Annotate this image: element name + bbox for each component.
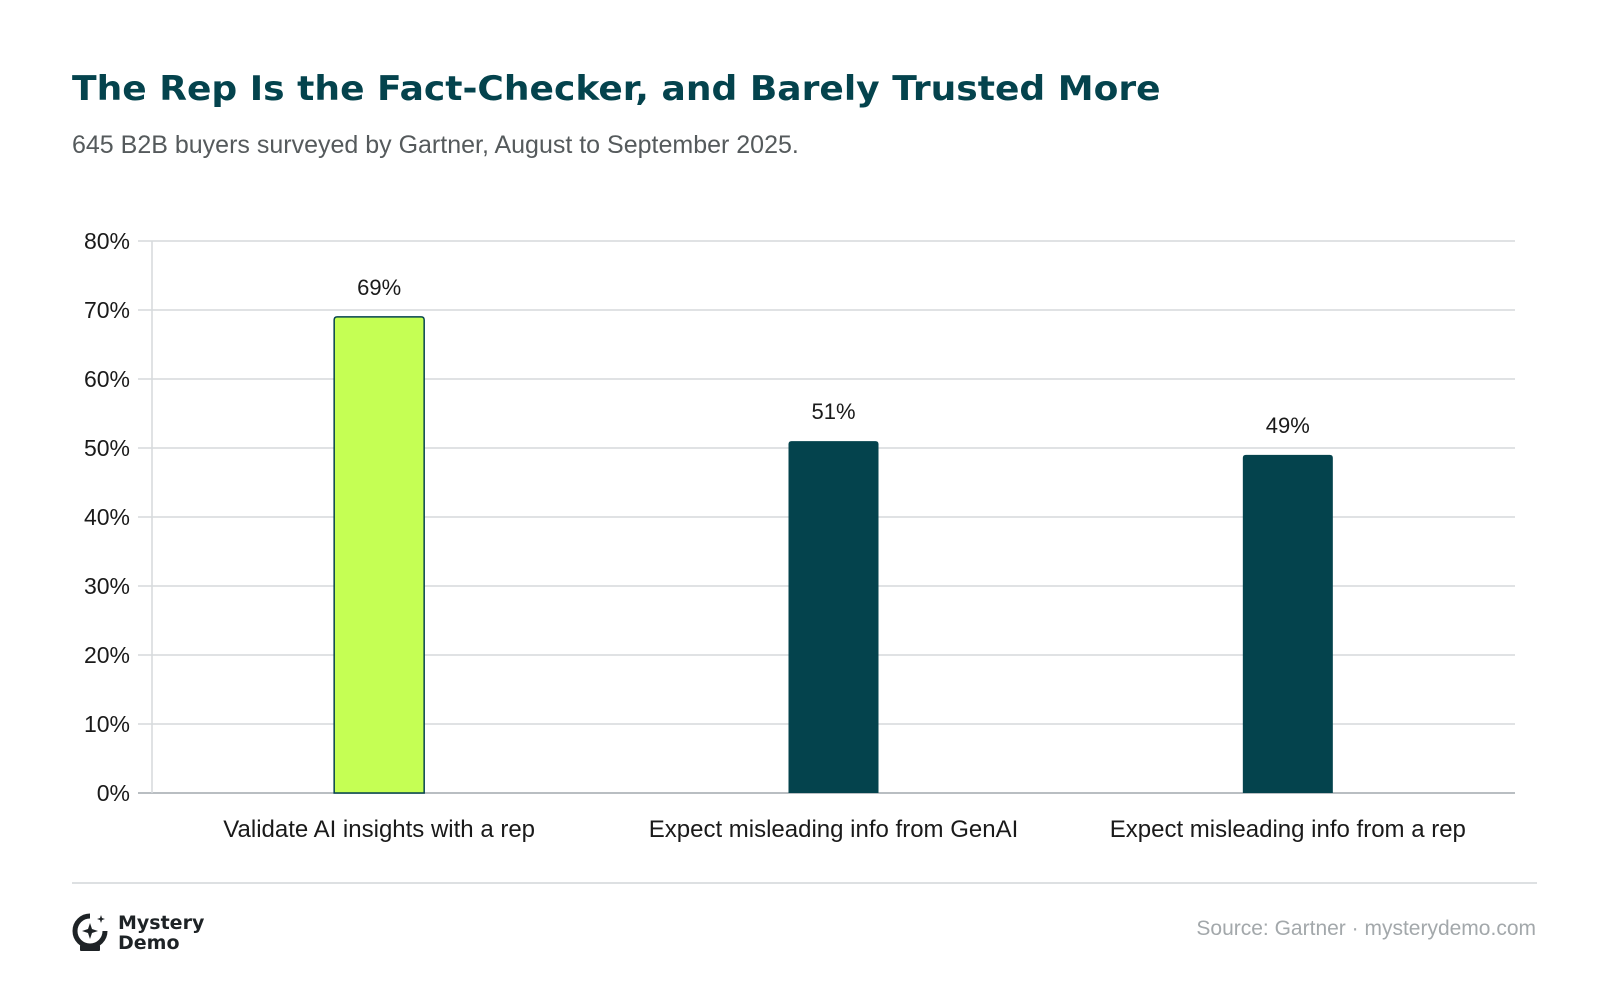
source-credit: Source: Gartner · mysterydemo.com [1196,917,1536,940]
brand-name-line2: Demo [118,932,180,954]
y-tick-label: 80% [84,228,130,254]
x-category-label: Expect misleading info from GenAI [649,816,1019,843]
y-tick-label: 50% [84,435,130,461]
brand-logo: Mystery Demo [72,913,204,953]
footer-divider [72,882,1537,884]
y-tick-label: 70% [84,297,130,323]
y-tick-label: 40% [84,504,130,530]
bar-data-label: 51% [811,399,855,424]
x-category-label: Validate AI insights with a rep [223,816,535,843]
y-tick-label: 10% [84,711,130,737]
bar-data-label: 49% [1266,413,1310,438]
bar-chart: 0% 10% 20% 30% 40% 50% 60% 70% 80% 69% Validate AI… [84,228,1515,843]
chart-title: The Rep Is the Fact-Checker, and Barely … [72,69,1161,109]
mystery-demo-logo-icon [72,913,108,951]
bar [333,316,425,794]
brand-name-line1: Mystery [118,912,205,934]
y-tick-label: 60% [84,366,130,392]
bar [788,441,879,793]
y-tick-label: 0% [97,780,130,806]
y-tick-label: 20% [84,642,130,668]
bar [1242,454,1333,793]
x-category-label: Expect misleading info from a rep [1110,816,1466,843]
y-tick-label: 30% [84,573,130,599]
chart-subtitle: 645 B2B buyers surveyed by Gartner, Augu… [72,131,799,159]
bar-data-label: 69% [357,275,401,300]
